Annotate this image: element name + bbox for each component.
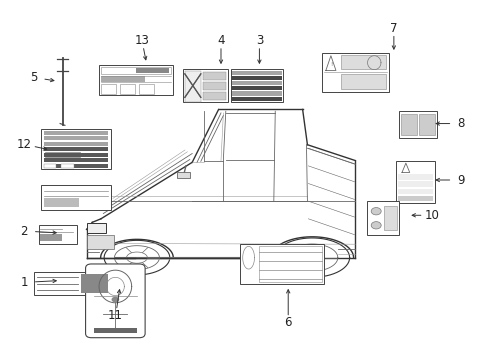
Bar xyxy=(101,76,146,81)
Text: 11: 11 xyxy=(108,309,123,322)
Bar xyxy=(232,91,282,95)
Bar xyxy=(177,172,190,178)
Text: 4: 4 xyxy=(217,34,225,47)
Bar xyxy=(232,81,282,85)
Circle shape xyxy=(112,297,119,302)
Text: 1: 1 xyxy=(21,276,28,289)
Circle shape xyxy=(371,222,381,229)
Bar xyxy=(44,164,56,168)
Bar xyxy=(88,235,114,249)
Bar xyxy=(398,189,433,194)
Bar xyxy=(396,161,435,203)
Bar xyxy=(101,67,171,74)
Bar xyxy=(61,164,74,168)
Bar xyxy=(44,158,108,162)
Text: 12: 12 xyxy=(17,138,32,151)
Bar xyxy=(398,181,433,187)
Bar xyxy=(81,274,108,293)
Text: 10: 10 xyxy=(425,209,440,222)
Bar xyxy=(88,223,106,233)
Bar xyxy=(101,84,116,94)
Bar xyxy=(384,206,397,230)
Bar xyxy=(44,147,108,151)
Bar xyxy=(419,114,435,135)
Bar xyxy=(341,55,387,69)
Text: 8: 8 xyxy=(457,117,465,130)
Bar xyxy=(341,74,387,89)
Text: 7: 7 xyxy=(390,22,397,35)
Bar xyxy=(43,142,82,159)
Bar xyxy=(399,111,437,138)
Bar xyxy=(41,234,62,241)
Text: 2: 2 xyxy=(21,225,28,238)
Bar xyxy=(41,129,111,170)
Text: 3: 3 xyxy=(256,34,263,47)
Bar xyxy=(44,164,108,168)
Bar xyxy=(203,92,226,100)
Bar xyxy=(203,82,226,90)
Bar xyxy=(203,72,226,80)
Bar xyxy=(231,69,283,102)
Text: 9: 9 xyxy=(457,174,465,186)
Bar xyxy=(232,86,282,90)
Bar xyxy=(401,114,416,135)
Bar xyxy=(232,71,282,75)
Bar xyxy=(368,201,399,235)
Bar xyxy=(44,198,78,207)
Bar xyxy=(44,142,108,146)
Bar xyxy=(322,53,389,92)
Bar xyxy=(232,97,282,101)
Bar xyxy=(120,84,135,94)
Bar xyxy=(232,76,282,80)
Bar xyxy=(136,68,169,73)
Text: !: ! xyxy=(330,62,332,67)
Bar xyxy=(98,66,173,95)
Bar xyxy=(41,185,111,210)
Bar xyxy=(398,174,433,180)
Bar xyxy=(44,136,108,140)
Bar xyxy=(140,84,154,94)
Bar xyxy=(183,69,228,102)
Bar xyxy=(185,71,201,102)
Bar xyxy=(240,243,324,284)
Text: 5: 5 xyxy=(30,71,37,84)
Text: 13: 13 xyxy=(134,34,149,47)
Bar xyxy=(44,153,108,157)
Bar xyxy=(44,131,108,135)
Bar xyxy=(94,328,137,333)
Text: 6: 6 xyxy=(285,316,292,329)
Bar xyxy=(259,246,322,282)
Bar xyxy=(34,272,111,294)
Circle shape xyxy=(371,208,381,215)
Bar xyxy=(398,196,433,201)
Bar xyxy=(39,225,77,243)
FancyBboxPatch shape xyxy=(86,264,145,338)
